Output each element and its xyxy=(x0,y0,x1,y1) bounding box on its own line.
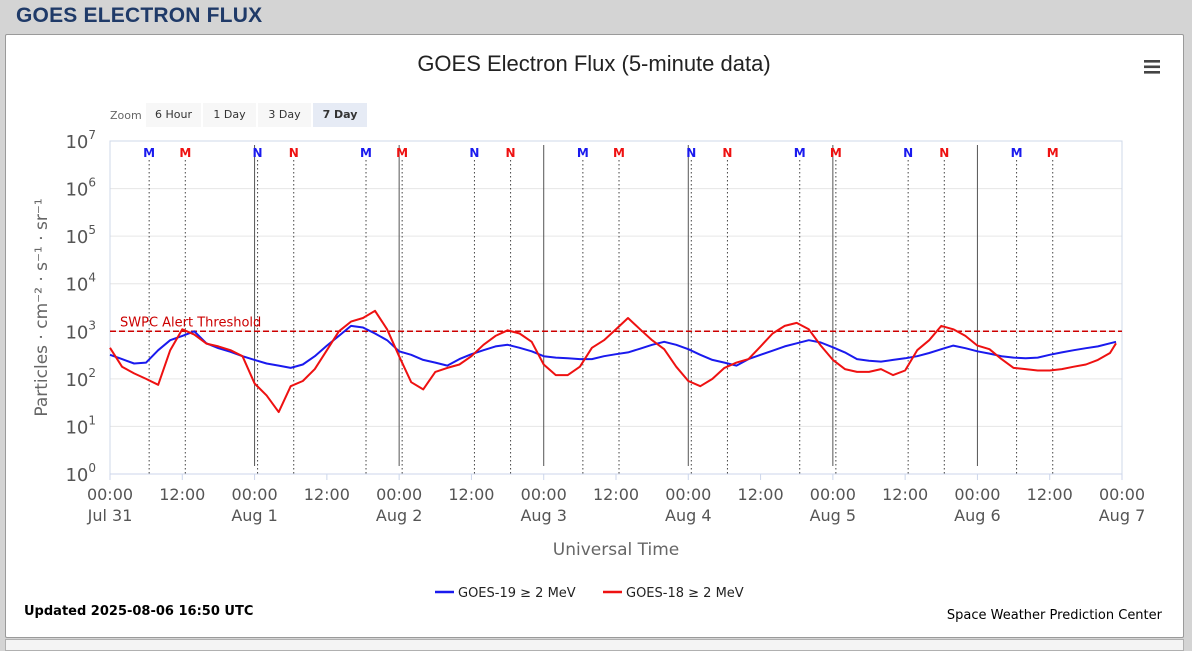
page-title: GOES ELECTRON FLUX xyxy=(16,4,263,27)
marker-label-n: N xyxy=(722,146,732,160)
marker-label-n: N xyxy=(253,146,263,160)
y-tick-label: 104 xyxy=(65,271,96,296)
zoom-button-label: 1 Day xyxy=(213,108,246,121)
x-tick-time-label: 00:00 xyxy=(665,485,711,504)
y-gridlines xyxy=(110,140,1122,475)
legend-item-goes18[interactable]: GOES-18 ≥ 2 MeV xyxy=(603,586,744,601)
plot-border xyxy=(109,140,1123,475)
zoom-label: Zoom xyxy=(110,109,142,122)
marker-label-m: M xyxy=(830,146,842,160)
zoom-button-bg xyxy=(313,103,367,127)
hamburger-menu-icon[interactable] xyxy=(1140,55,1164,77)
x-tick-date-label: Aug 5 xyxy=(810,506,857,525)
marker-label-m: M xyxy=(1047,146,1059,160)
x-tick-time-label: 12:00 xyxy=(159,485,205,504)
x-tick-date-label: Aug 2 xyxy=(376,506,423,525)
x-tick-time-label: 00:00 xyxy=(87,485,133,504)
x-tick-time-label: 12:00 xyxy=(882,485,928,504)
zoom-buttons: 6 Hour 1 Day 3 Day 7 Day xyxy=(146,103,367,127)
x-tick-date-label: Aug 4 xyxy=(665,506,712,525)
marker-label-n: N xyxy=(686,146,696,160)
marker-label-n: N xyxy=(939,146,949,160)
x-tick-time-label: 12:00 xyxy=(448,485,494,504)
updated-timestamp: Updated 2025-08-06 16:50 UTC xyxy=(24,604,253,619)
zoom-button-bg xyxy=(258,103,311,127)
zoom-button-3-day[interactable]: 3 Day xyxy=(258,103,311,127)
zoom-button-1-day[interactable]: 1 Day xyxy=(203,103,256,127)
y-tick-label: 105 xyxy=(65,223,96,248)
legend-item-goes19[interactable]: GOES-19 ≥ 2 MeV xyxy=(435,586,576,601)
zoom-button-label: 6 Hour xyxy=(155,108,192,121)
x-tick-time-label: 00:00 xyxy=(810,485,856,504)
marker-label-m: M xyxy=(179,146,191,160)
marker-label-n: N xyxy=(469,146,479,160)
chart-panel xyxy=(5,34,1184,638)
marker-label-m: M xyxy=(577,146,589,160)
series-line-goes18 xyxy=(109,309,1117,414)
threshold-label: SWPC Alert Threshold xyxy=(120,315,261,330)
x-tick-time-label: 00:00 xyxy=(1099,485,1145,504)
x-tick-time-label: 12:00 xyxy=(1027,485,1073,504)
y-tick-label: 100 xyxy=(65,461,96,486)
y-tick-label: 107 xyxy=(65,128,96,153)
legend-label-goes19: GOES-19 ≥ 2 MeV xyxy=(458,586,576,601)
y-tick-label: 101 xyxy=(65,413,96,438)
x-tick-time-label: 00:00 xyxy=(521,485,567,504)
x-tick-time-label: 12:00 xyxy=(304,485,350,504)
zoom-button-6-hour[interactable]: 6 Hour xyxy=(146,103,201,127)
marker-label-n: N xyxy=(289,146,299,160)
marker-label-m: M xyxy=(396,146,408,160)
chart-legend: GOES-19 ≥ 2 MeV GOES-18 ≥ 2 MeV xyxy=(435,586,744,601)
marker-label-m: M xyxy=(1011,146,1023,160)
x-tick-time-label: 00:00 xyxy=(232,485,278,504)
y-tick-label: 103 xyxy=(65,318,96,343)
x-tick-date-label: Aug 1 xyxy=(231,506,278,525)
zoom-button-7-day[interactable]: 7 Day xyxy=(313,103,367,127)
x-tick-time-label: 12:00 xyxy=(738,485,784,504)
marker-label-m: M xyxy=(143,146,155,160)
x-axis-title: Universal Time xyxy=(553,540,679,560)
x-tick-date-label: Aug 6 xyxy=(954,506,1001,525)
x-tick-time-label: 00:00 xyxy=(376,485,422,504)
chart-title: GOES Electron Flux (5-minute data) xyxy=(417,51,770,76)
page-header: GOES ELECTRON FLUX xyxy=(0,0,1192,32)
zoom-button-bg xyxy=(203,103,256,127)
marker-label-m: M xyxy=(613,146,625,160)
x-tick-date-label: Aug 7 xyxy=(1099,506,1146,525)
legend-label-goes18: GOES-18 ≥ 2 MeV xyxy=(626,586,744,601)
x-tick-time-label: 12:00 xyxy=(593,485,639,504)
x-tick-date-label: Jul 31 xyxy=(87,506,133,525)
y-tick-label: 106 xyxy=(65,176,96,201)
plot-area: 100 101 102 103 104 105 106 107 00:00 Jul 31 12:00… xyxy=(32,128,1145,560)
marker-label-m: M xyxy=(360,146,372,160)
x-tick-date-label: Aug 3 xyxy=(520,506,567,525)
credit-text: Space Weather Prediction Center xyxy=(947,608,1163,623)
x-axis: 00:00 Jul 31 12:00 00:00 Aug 1 12:00 00:00 Aug … xyxy=(87,473,1146,525)
x-tick-time-label: 00:00 xyxy=(954,485,1000,504)
marker-label-n: N xyxy=(903,146,913,160)
series-line-goes19 xyxy=(109,324,1117,369)
y-axis-title: Particles · cm⁻² · s⁻¹ · sr⁻¹ xyxy=(32,198,52,416)
zoom-button-bg xyxy=(146,103,201,127)
zoom-button-label: 7 Day xyxy=(323,108,358,121)
marker-label-m: M xyxy=(794,146,806,160)
marker-label-n: N xyxy=(506,146,516,160)
y-tick-label: 102 xyxy=(65,366,96,391)
zoom-button-label: 3 Day xyxy=(268,108,301,121)
